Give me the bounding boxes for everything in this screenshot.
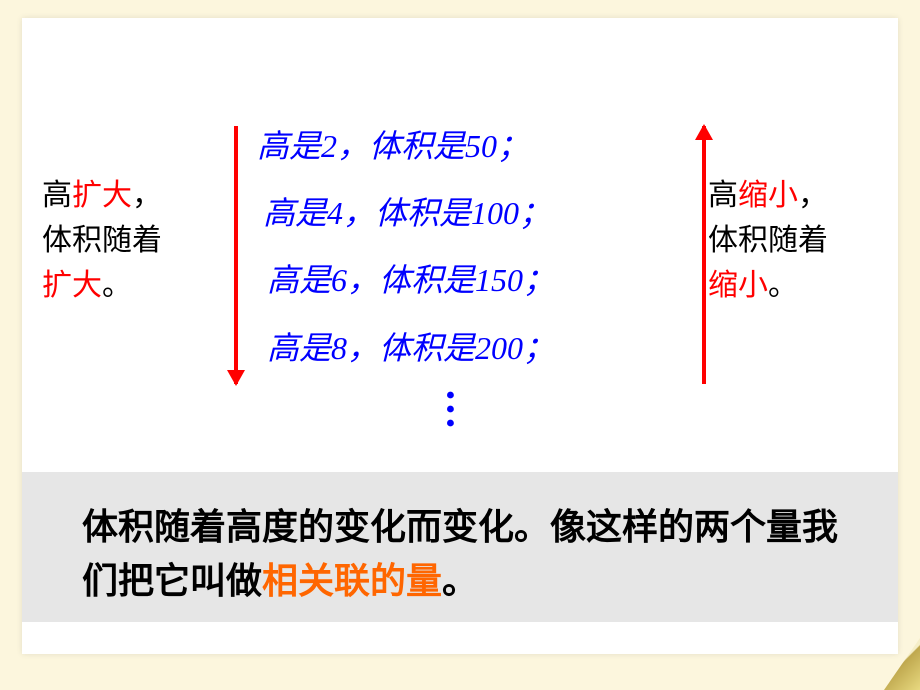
list-item: 高是2，体积是50； (257, 113, 555, 180)
upper-region: 高扩大， 体积随着 扩大。 高是2，体积是50； 高是4，体积是100； 高是6… (22, 18, 898, 468)
right-l1c: ， (798, 179, 828, 212)
left-annotation: 高扩大， 体积随着 扩大。 (42, 173, 232, 308)
left-l3a: 扩大 (42, 269, 102, 302)
left-l1c: ， (132, 179, 162, 212)
left-l1a: 高 (42, 179, 72, 212)
summary-box: 体积随着高度的变化而变化。像这样的两个量我们把它叫做相关联的量。 (22, 472, 898, 622)
right-annotation: 高缩小， 体积随着 缩小。 (708, 173, 878, 308)
right-l1a: 高 (708, 179, 738, 212)
slide-card: 高扩大， 体积随着 扩大。 高是2，体积是50； 高是4，体积是100； 高是6… (22, 18, 898, 654)
summary-highlight: 相关联的量 (262, 560, 442, 601)
arrow-down-icon (234, 126, 238, 384)
arrow-up-icon (702, 126, 706, 384)
list-item: 高是4，体积是100； (257, 180, 555, 247)
data-list: 高是2，体积是50； 高是4，体积是100； 高是6，体积是150； 高是8，体… (257, 113, 555, 382)
right-l2: 体积随着 (708, 224, 828, 257)
left-l1b: 扩大 (72, 179, 132, 212)
summary-part2: 。 (442, 560, 478, 601)
right-l3b: 。 (768, 269, 798, 302)
right-l3a: 缩小 (708, 269, 768, 302)
left-l3b: 。 (102, 269, 132, 302)
list-item: 高是6，体积是150； (257, 247, 555, 314)
list-item: 高是8，体积是200； (257, 315, 555, 382)
vertical-ellipsis-icon: ··· (442, 388, 457, 430)
left-l2: 体积随着 (42, 224, 162, 257)
right-l1b: 缩小 (738, 179, 798, 212)
